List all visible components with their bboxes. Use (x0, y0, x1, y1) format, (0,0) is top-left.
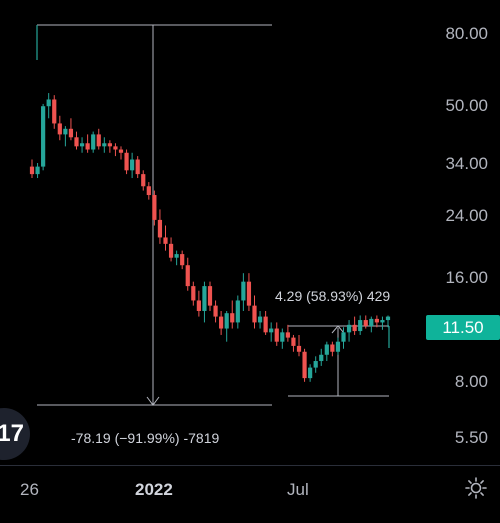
candle-body (274, 328, 279, 342)
candle-body (196, 300, 201, 311)
time-axis-divider (0, 465, 500, 466)
candle-body (141, 174, 146, 187)
candle-body (241, 281, 246, 301)
candle-body (68, 128, 74, 138)
candle-body (302, 351, 307, 379)
candle-body (85, 143, 90, 150)
x-tick-label: Jul (287, 480, 309, 499)
y-tick-label: 8.00 (454, 372, 488, 391)
tradingview-logo[interactable]: 17 (0, 408, 30, 460)
gear-icon[interactable] (464, 476, 488, 500)
candle-body (246, 281, 252, 306)
candle-body (57, 123, 62, 135)
candle-body (213, 305, 218, 317)
candle-body (380, 320, 385, 323)
candle-body (74, 137, 79, 147)
candle-body (352, 324, 357, 332)
candle-body (330, 344, 335, 352)
y-tick-label: 34.00 (445, 154, 488, 173)
candle-body (124, 152, 129, 171)
candle-body (113, 146, 118, 150)
candle-body (102, 143, 107, 147)
candle-body (341, 332, 346, 342)
candle-body (291, 337, 296, 346)
candle-body (96, 134, 101, 147)
candle-body (230, 313, 235, 323)
last-price-badge: 11.50 (426, 315, 500, 340)
lower-measure-label: -78.19 (−91.99%) -7819 (71, 430, 220, 446)
candle-body (207, 286, 213, 306)
candle-body (385, 316, 391, 321)
candle-body (185, 265, 190, 287)
candle-body (35, 166, 40, 175)
candle-body (319, 354, 324, 362)
candle-body (91, 134, 96, 150)
candle-body (191, 286, 196, 301)
candle-body (269, 328, 274, 333)
candle-body (202, 286, 207, 311)
candle-body (358, 320, 363, 332)
candle-body (219, 316, 224, 329)
candle-body (257, 316, 263, 323)
candle-body (335, 341, 341, 352)
candle-body (52, 99, 57, 124)
candle-body (363, 320, 368, 327)
x-tick-label: 26 (20, 480, 39, 499)
candle-body (285, 332, 290, 338)
candle-body (346, 324, 352, 333)
candle-body (41, 106, 46, 167)
candle-body (280, 332, 285, 342)
y-tick-label: 50.00 (445, 96, 488, 115)
candle-body (324, 344, 329, 355)
candle-body (107, 143, 112, 147)
y-tick-label: 16.00 (445, 268, 488, 287)
candle-body (152, 195, 157, 220)
upper-measure-label: 4.29 (58.93%) 429 (275, 288, 391, 304)
candle-body (146, 186, 151, 196)
candle-body (163, 237, 168, 244)
candle-body (118, 149, 124, 153)
candle-body (296, 345, 302, 352)
y-tick-label: 80.00 (445, 24, 488, 43)
candle-body (180, 254, 185, 266)
candle-body (130, 159, 135, 171)
candle-body (374, 318, 379, 323)
rebound-arrow-head (331, 325, 345, 334)
candle-body (252, 305, 257, 323)
candle-body (79, 143, 85, 147)
candle-body (46, 99, 51, 107)
candle-body (308, 367, 313, 379)
candle-body (224, 313, 229, 329)
candle-body (29, 166, 35, 175)
candle-body (263, 316, 268, 333)
candle-body (369, 318, 374, 327)
candle-body (63, 128, 68, 135)
candle-body (235, 300, 240, 323)
x-tick-label: 2022 (135, 480, 173, 499)
candle-body (157, 219, 163, 238)
candle-body (174, 254, 179, 258)
y-tick-label: 5.50 (454, 428, 488, 447)
candle-body (168, 243, 174, 258)
candle-body (135, 159, 140, 175)
candle-body (313, 361, 318, 368)
measure-arrow-head (146, 396, 160, 406)
y-tick-label: 24.00 (445, 206, 488, 225)
